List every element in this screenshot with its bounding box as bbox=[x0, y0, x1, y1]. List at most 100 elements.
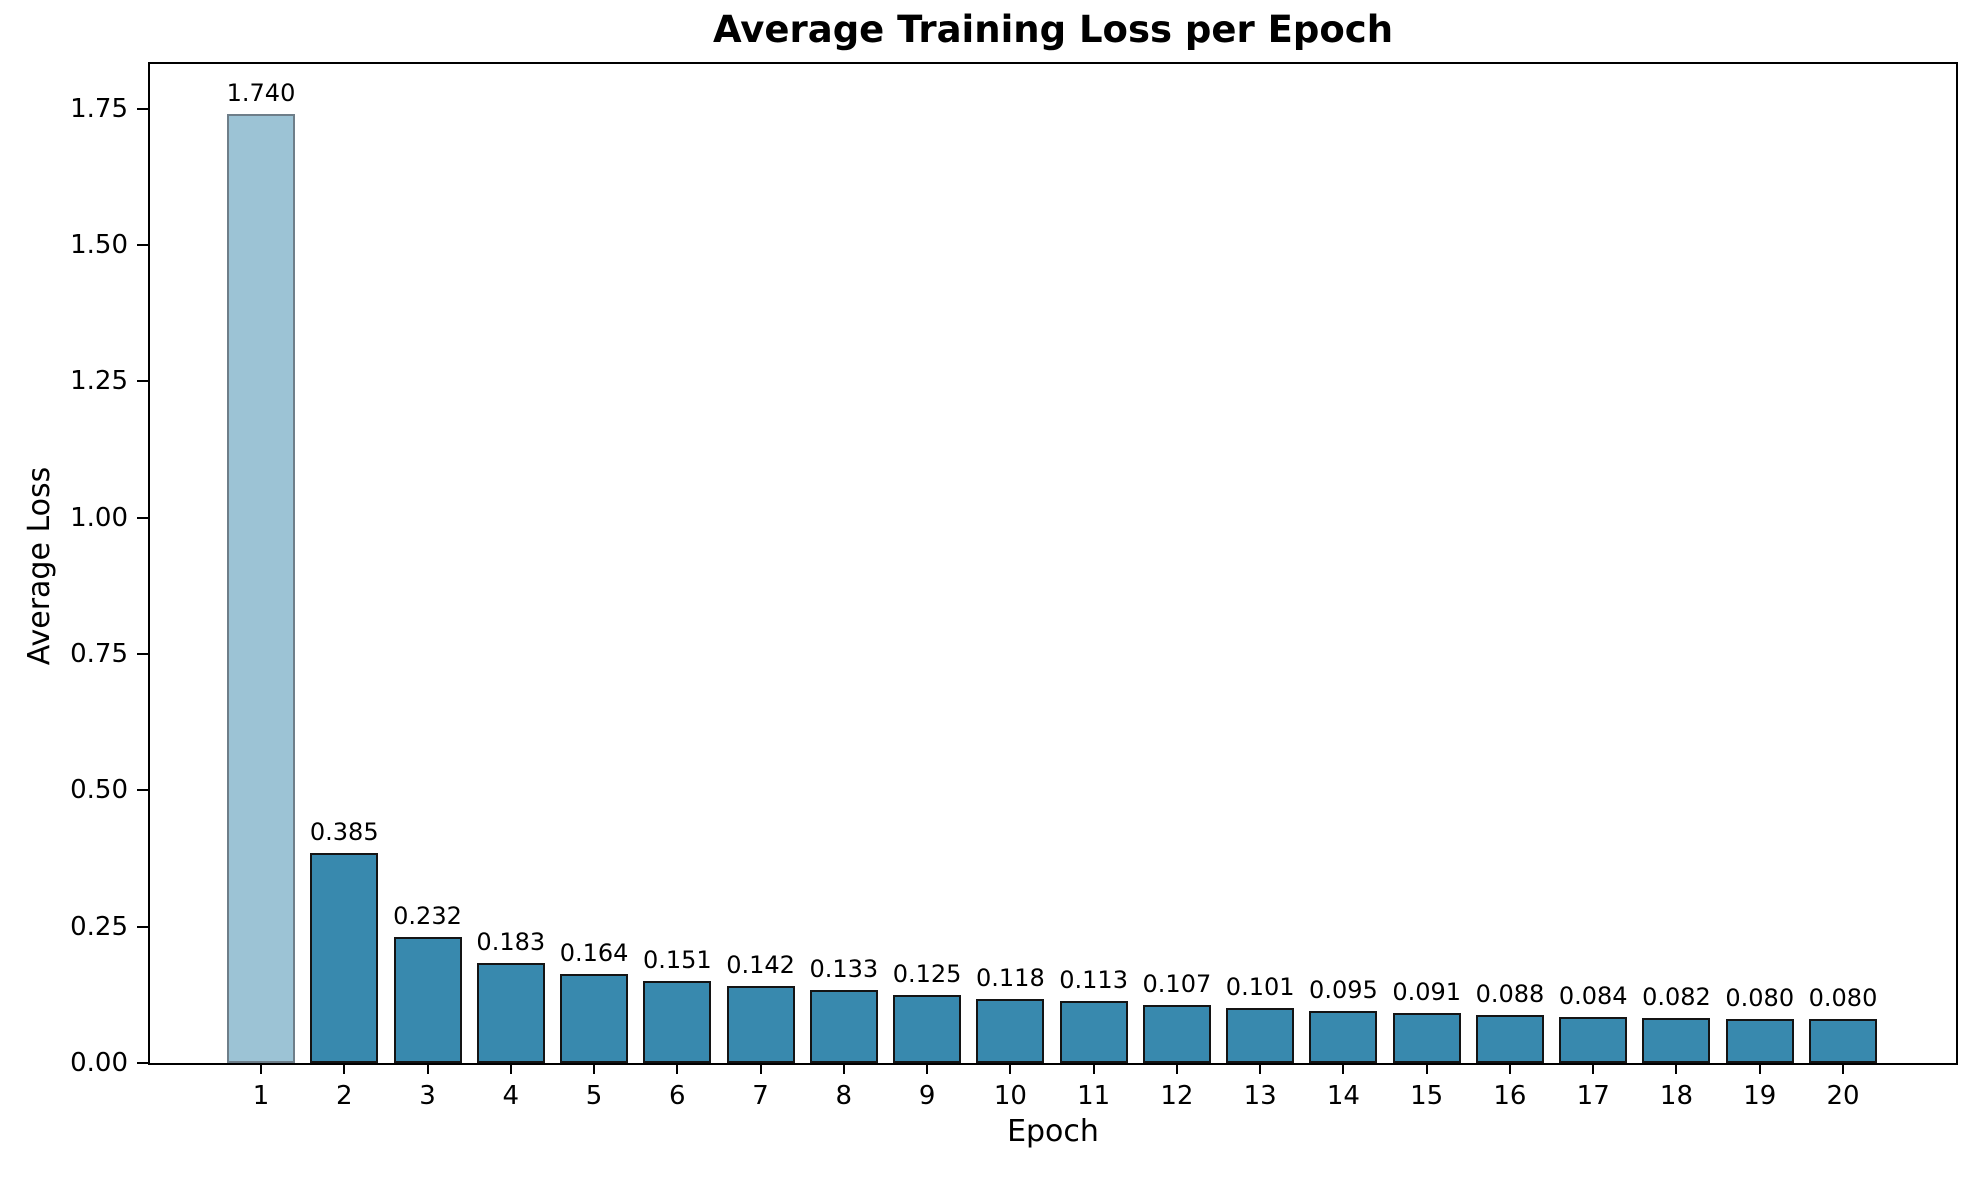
bar-epoch-9 bbox=[893, 994, 962, 1063]
bar-epoch-20 bbox=[1809, 1019, 1877, 1063]
bar-epoch-1 bbox=[227, 114, 295, 1063]
x-tick-label: 16 bbox=[1493, 1081, 1527, 1111]
x-tick-mark bbox=[1508, 1063, 1511, 1074]
x-tick-label: 12 bbox=[1160, 1081, 1194, 1111]
x-tick-label: 14 bbox=[1326, 1081, 1360, 1111]
x-tick-label: 20 bbox=[1826, 1081, 1860, 1111]
y-tick-label: 0.75 bbox=[70, 639, 128, 670]
bar-epoch-17 bbox=[1559, 1017, 1628, 1063]
x-tick-mark bbox=[593, 1063, 596, 1074]
bar-value-label: 0.080 bbox=[1808, 984, 1878, 1013]
y-tick-label: 1.50 bbox=[70, 230, 128, 261]
x-axis-label: Epoch bbox=[1007, 1114, 1099, 1149]
x-tick-mark bbox=[1425, 1063, 1428, 1074]
bar-value-label: 0.107 bbox=[1142, 969, 1212, 998]
x-tick-mark bbox=[842, 1063, 845, 1074]
x-tick-mark bbox=[926, 1063, 929, 1074]
x-tick-mark bbox=[759, 1063, 762, 1074]
y-tick-mark bbox=[137, 789, 148, 792]
x-tick-label: 17 bbox=[1576, 1081, 1610, 1111]
y-tick-label: 1.75 bbox=[70, 93, 128, 124]
bar-epoch-7 bbox=[726, 985, 795, 1063]
bar-epoch-2 bbox=[310, 853, 379, 1063]
x-tick-label: 15 bbox=[1410, 1081, 1444, 1111]
y-tick-label: 0.00 bbox=[70, 1048, 128, 1078]
y-tick-mark bbox=[137, 516, 148, 519]
x-tick-label: 10 bbox=[993, 1081, 1027, 1111]
bar-value-label: 1.740 bbox=[226, 79, 296, 108]
y-axis-label: Average Loss bbox=[22, 466, 57, 666]
bar-value-label: 0.095 bbox=[1309, 976, 1378, 1005]
bar-value-label: 0.101 bbox=[1225, 972, 1295, 1001]
y-tick-label: 0.50 bbox=[70, 775, 128, 806]
bar-value-label: 0.082 bbox=[1642, 983, 1711, 1012]
y-tick-mark bbox=[137, 925, 148, 928]
x-tick-mark bbox=[509, 1063, 512, 1074]
bar-epoch-6 bbox=[643, 980, 712, 1063]
x-tick-mark bbox=[1092, 1063, 1095, 1074]
x-tick-mark bbox=[1842, 1063, 1844, 1074]
bar-value-label: 0.113 bbox=[1059, 966, 1128, 995]
bar-value-label: 0.183 bbox=[476, 928, 546, 957]
bar-value-label: 0.133 bbox=[809, 955, 879, 984]
bar-epoch-16 bbox=[1475, 1015, 1544, 1063]
x-tick-label: 8 bbox=[835, 1081, 853, 1111]
x-tick-label: 11 bbox=[1077, 1081, 1111, 1111]
bar-epoch-4 bbox=[476, 963, 545, 1063]
x-tick-mark bbox=[1259, 1063, 1262, 1074]
bar-value-label: 0.091 bbox=[1392, 978, 1462, 1007]
bar-value-label: 0.084 bbox=[1558, 982, 1628, 1011]
x-tick-mark bbox=[343, 1063, 346, 1074]
x-tick-label: 13 bbox=[1243, 1081, 1277, 1111]
y-tick-label: 1.25 bbox=[70, 366, 128, 397]
bar-epoch-13 bbox=[1226, 1007, 1295, 1063]
x-tick-label: 1 bbox=[252, 1081, 270, 1111]
bar-value-label: 0.151 bbox=[642, 945, 712, 974]
bar-value-label: 0.088 bbox=[1475, 980, 1545, 1009]
bar-epoch-14 bbox=[1309, 1011, 1378, 1063]
bar-epoch-8 bbox=[809, 990, 878, 1063]
plot-area: 1.740 0.385 0.232 0.183 0.164 0.151 0.142 0.133… bbox=[148, 62, 1958, 1065]
x-tick-mark bbox=[1009, 1063, 1012, 1074]
bar-epoch-10 bbox=[976, 998, 1045, 1063]
x-tick-mark bbox=[1758, 1063, 1761, 1074]
x-tick-mark bbox=[260, 1063, 262, 1074]
bar-epoch-12 bbox=[1142, 1004, 1211, 1063]
x-tick-label: 4 bbox=[502, 1081, 520, 1111]
chart-title: Average Training Loss per Epoch bbox=[712, 8, 1394, 51]
bar-value-label: 0.142 bbox=[726, 950, 795, 979]
bar-epoch-5 bbox=[560, 973, 629, 1063]
x-tick-label: 5 bbox=[585, 1081, 603, 1111]
x-tick-mark bbox=[1175, 1063, 1178, 1074]
x-tick-mark bbox=[426, 1063, 429, 1074]
x-tick-label: 19 bbox=[1743, 1081, 1777, 1111]
y-tick-mark bbox=[137, 653, 148, 656]
bar-value-label: 0.125 bbox=[892, 959, 962, 988]
y-tick-label: 0.25 bbox=[70, 911, 128, 942]
x-tick-label: 2 bbox=[335, 1081, 353, 1111]
x-tick-mark bbox=[1342, 1063, 1345, 1074]
bar-epoch-18 bbox=[1642, 1018, 1711, 1063]
x-tick-label: 7 bbox=[752, 1081, 769, 1111]
x-tick-mark bbox=[1675, 1063, 1678, 1074]
x-tick-label: 6 bbox=[669, 1081, 686, 1111]
bar-epoch-3 bbox=[393, 936, 462, 1063]
x-tick-label: 18 bbox=[1659, 1081, 1694, 1111]
y-tick-mark bbox=[137, 1062, 148, 1064]
bar-value-label: 0.080 bbox=[1725, 984, 1795, 1013]
bar-value-label: 0.118 bbox=[976, 963, 1045, 992]
x-tick-mark bbox=[676, 1063, 679, 1074]
bar-epoch-15 bbox=[1392, 1013, 1461, 1063]
bar-value-label: 0.385 bbox=[309, 818, 379, 847]
bar-value-label: 0.232 bbox=[393, 901, 462, 930]
y-tick-mark bbox=[137, 107, 148, 110]
bar-value-label: 0.164 bbox=[559, 938, 629, 967]
y-tick-mark bbox=[137, 244, 148, 247]
x-tick-label: 9 bbox=[918, 1081, 936, 1111]
bar-epoch-19 bbox=[1725, 1019, 1794, 1063]
bar-epoch-11 bbox=[1059, 1001, 1128, 1063]
y-tick-mark bbox=[137, 380, 148, 383]
x-tick-label: 3 bbox=[419, 1081, 436, 1111]
x-tick-mark bbox=[1592, 1063, 1595, 1074]
